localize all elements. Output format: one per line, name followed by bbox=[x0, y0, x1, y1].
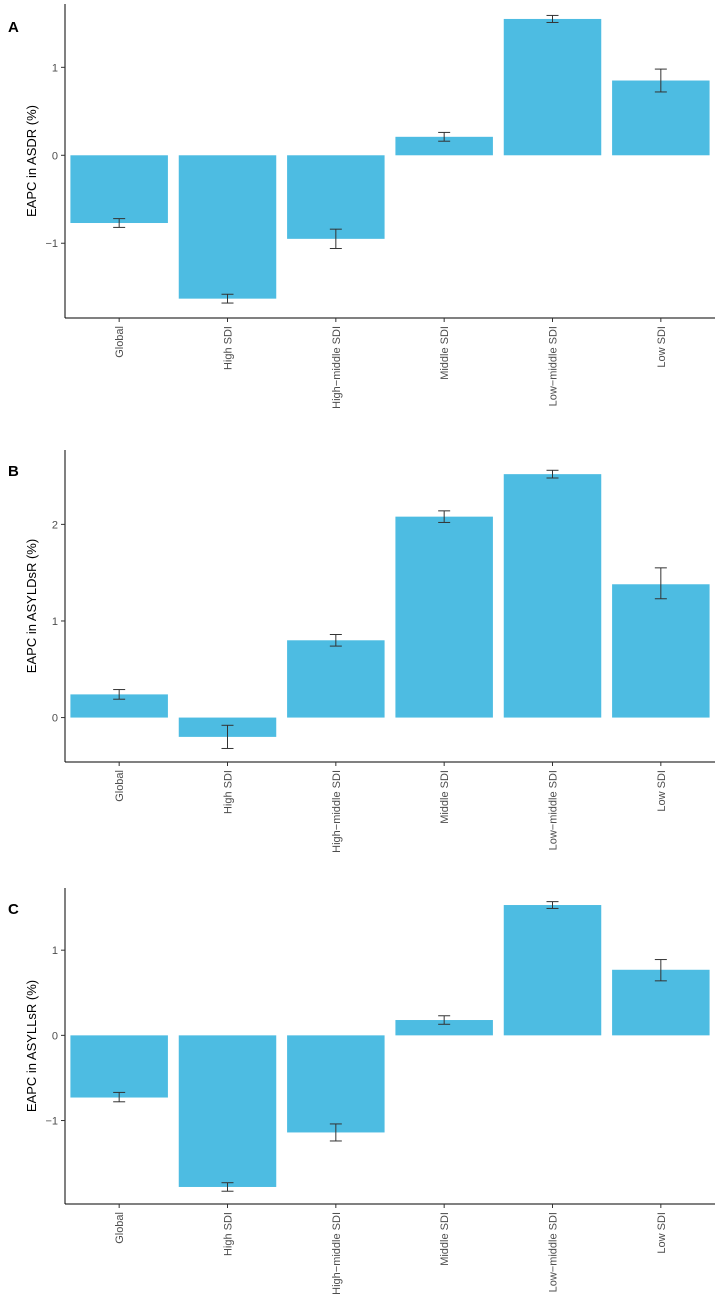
error-bar-5 bbox=[546, 469, 559, 479]
x-category-label: High−middle SDI bbox=[331, 770, 343, 853]
y-tick-label: 1 bbox=[52, 616, 58, 628]
bar-6 bbox=[612, 80, 710, 156]
y-tick-label: −1 bbox=[45, 238, 58, 250]
bar-3 bbox=[287, 640, 385, 718]
x-category-label: High SDI bbox=[223, 770, 235, 814]
error-bar-6 bbox=[654, 567, 667, 600]
panel-letter: A bbox=[8, 19, 19, 36]
bar-1 bbox=[70, 1035, 168, 1098]
x-category-label: Global bbox=[114, 326, 126, 358]
error-bar-1 bbox=[113, 218, 126, 228]
error-bar-2 bbox=[221, 1182, 234, 1192]
error-bar-5 bbox=[546, 14, 559, 23]
bar-4 bbox=[395, 1020, 493, 1036]
bar-5 bbox=[503, 18, 602, 156]
x-category-label: Low−middle SDI bbox=[548, 770, 560, 850]
error-bar-2 bbox=[221, 724, 234, 749]
error-bar-6 bbox=[654, 959, 667, 982]
x-category-label: Low−middle SDI bbox=[548, 1212, 560, 1292]
panel-letter: C bbox=[8, 901, 19, 918]
error-bar-4 bbox=[438, 131, 451, 142]
error-bar-3 bbox=[329, 228, 342, 250]
x-category-label: Low−middle SDI bbox=[548, 326, 560, 406]
error-bar-5 bbox=[546, 901, 559, 909]
x-category-label: High−middle SDI bbox=[331, 326, 343, 409]
y-axis-title: EAPC in ASDR (%) bbox=[24, 105, 39, 217]
panel-b: B 0 1 2 Global High SDI High−middle SDI Middle … bbox=[8, 450, 715, 853]
error-bar-2 bbox=[221, 293, 234, 304]
x-category-label: High−middle SDI bbox=[331, 1212, 343, 1295]
bar-5 bbox=[503, 474, 602, 718]
x-category-label: Low SDI bbox=[656, 770, 668, 812]
y-tick-label: −1 bbox=[45, 1116, 58, 1128]
x-category-label: Low SDI bbox=[656, 1212, 668, 1254]
error-bar-4 bbox=[438, 1015, 451, 1025]
y-tick-label: 1 bbox=[52, 945, 58, 957]
y-tick-label: 0 bbox=[52, 150, 58, 162]
x-category-label: High SDI bbox=[223, 326, 235, 370]
x-category-label: Middle SDI bbox=[439, 326, 451, 380]
panel-a: A −1 0 1 Global High SDI High−middle SDI Middle… bbox=[8, 4, 715, 409]
bar-1 bbox=[70, 155, 168, 224]
bar-6 bbox=[612, 584, 710, 718]
bar-4 bbox=[395, 136, 493, 156]
y-axis-title: EAPC in ASYLLsR (%) bbox=[24, 980, 39, 1112]
x-category-label: Middle SDI bbox=[439, 1212, 451, 1266]
error-bar-6 bbox=[654, 68, 667, 93]
bar-1 bbox=[70, 694, 168, 718]
bar-2 bbox=[178, 1035, 277, 1187]
y-tick-label: 0 bbox=[52, 713, 58, 725]
error-bar-4 bbox=[438, 510, 451, 523]
y-tick-label: 2 bbox=[52, 519, 58, 531]
x-category-label: Global bbox=[114, 1212, 126, 1244]
y-axis-title: EAPC in ASYLDsR (%) bbox=[24, 539, 39, 673]
error-bar-1 bbox=[113, 1091, 126, 1103]
bar-5 bbox=[503, 905, 602, 1036]
y-tick-label: 1 bbox=[52, 62, 58, 74]
panel-c: C −1 0 1 Global High SDI High−middle SDI Middle… bbox=[8, 888, 715, 1295]
bar-2 bbox=[178, 155, 277, 299]
bar-3 bbox=[287, 155, 385, 239]
error-bar-3 bbox=[329, 633, 342, 647]
x-category-label: High SDI bbox=[223, 1212, 235, 1256]
bar-3 bbox=[287, 1035, 385, 1133]
x-category-label: Global bbox=[114, 770, 126, 802]
x-category-label: Low SDI bbox=[656, 326, 668, 368]
bar-4 bbox=[395, 516, 493, 718]
x-category-label: Middle SDI bbox=[439, 770, 451, 824]
panel-letter: B bbox=[8, 463, 19, 480]
error-bar-1 bbox=[113, 689, 126, 700]
error-bar-3 bbox=[329, 1123, 342, 1142]
y-tick-label: 0 bbox=[52, 1030, 58, 1042]
